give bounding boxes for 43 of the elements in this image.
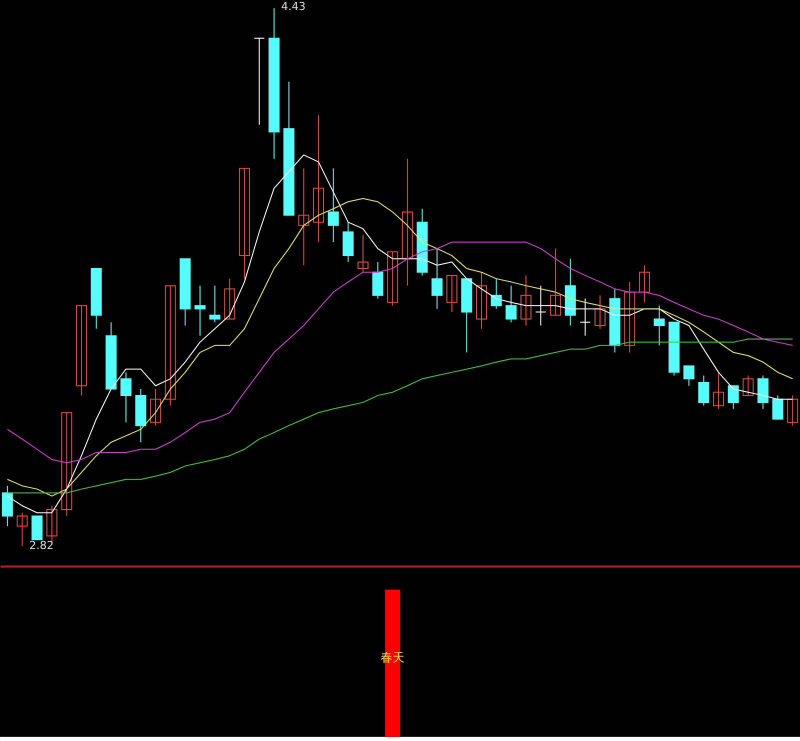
candlestick xyxy=(313,114,324,243)
candlestick xyxy=(506,285,517,323)
candlestick xyxy=(342,222,354,263)
candlestick xyxy=(432,248,443,310)
candlestick xyxy=(238,168,250,280)
candlestick xyxy=(757,375,768,410)
candlestick xyxy=(328,168,339,243)
candlestick xyxy=(194,285,206,336)
candlestick xyxy=(638,264,650,303)
candlestick xyxy=(580,298,591,336)
candlestick xyxy=(150,388,162,426)
candlestick xyxy=(728,385,739,410)
candlestick xyxy=(550,248,562,316)
candlestick xyxy=(683,365,694,386)
candlestick xyxy=(742,375,754,396)
candlestick xyxy=(446,274,458,313)
candlestick xyxy=(120,372,132,423)
candlestick xyxy=(254,38,265,126)
candlestick xyxy=(520,274,532,326)
candlestick xyxy=(387,251,398,306)
candlestick xyxy=(298,168,310,266)
candlestick xyxy=(535,285,546,326)
candlestick xyxy=(594,294,606,330)
candlestick xyxy=(787,394,798,426)
candlestick xyxy=(698,375,710,406)
candlestick xyxy=(209,285,220,323)
candlestick xyxy=(224,278,236,320)
candlestick xyxy=(713,372,724,410)
annotation: 2.82 xyxy=(29,539,54,552)
candlestick xyxy=(402,158,413,286)
candlestick xyxy=(2,485,13,527)
candlestick xyxy=(16,512,28,547)
candlestick xyxy=(372,262,384,300)
candlestick xyxy=(164,285,176,406)
candlestick xyxy=(624,281,636,353)
candlestick xyxy=(476,272,487,330)
annotation: 4.43 xyxy=(281,0,306,14)
candlestick xyxy=(61,412,72,516)
candlestick xyxy=(357,234,368,273)
candlestick xyxy=(32,515,43,540)
candlestick xyxy=(772,394,784,420)
candlestick xyxy=(654,305,665,346)
candlestick xyxy=(76,305,87,396)
